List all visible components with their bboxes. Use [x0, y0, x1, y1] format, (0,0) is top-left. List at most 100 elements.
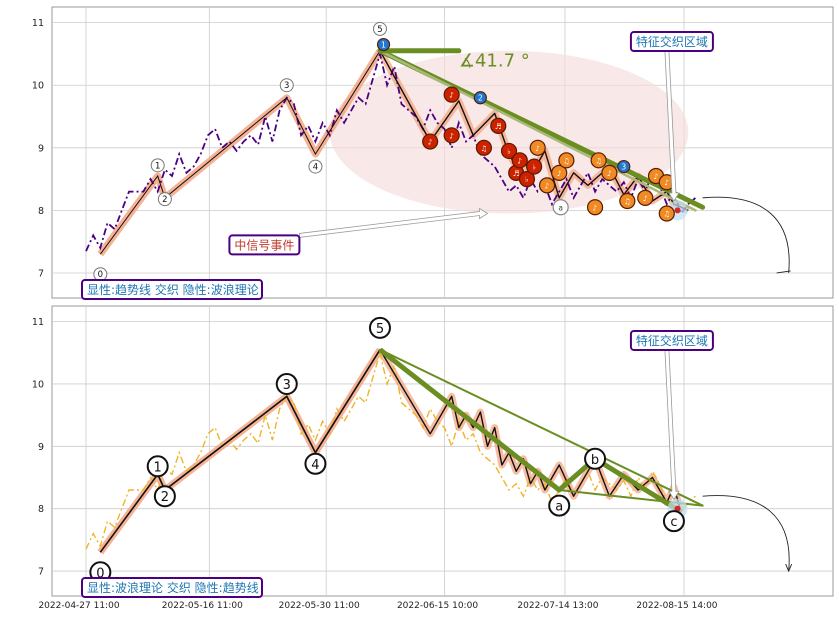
y-tick-label: 7 [38, 268, 44, 279]
annotation-text: 特征交织区域 [636, 34, 708, 49]
x-tick-label: 2022-04-27 11:00 [38, 601, 119, 611]
annotation-box [629, 329, 714, 351]
wave-label-circle [304, 452, 327, 475]
trendline [378, 348, 704, 507]
event-marker [617, 159, 631, 174]
event-marker [586, 199, 604, 216]
annotation-box [228, 234, 301, 256]
y-tick-label: 7 [38, 567, 44, 578]
event-marker [518, 170, 536, 188]
wave-label-circle [662, 510, 685, 533]
event-marker-label: ♬ [513, 169, 520, 178]
event-marker-label: ♪ [449, 131, 454, 140]
y-tick-label: 10 [32, 379, 44, 390]
wave-label: 4 [313, 163, 318, 173]
event-marker [475, 139, 493, 156]
y-tick-label: 8 [38, 504, 44, 515]
wave-label: 1 [155, 161, 160, 171]
wave-label-circle [153, 485, 176, 508]
event-marker [473, 91, 487, 105]
trendline [378, 49, 697, 212]
event-marker-label: ♪ [449, 91, 454, 100]
event-marker-label: ♪ [428, 138, 433, 147]
x-tick-label: 2022-05-16 11:00 [162, 601, 243, 611]
price-series-line [85, 352, 696, 550]
x-tick-label: 2022-08-15 14:00 [636, 601, 717, 611]
event-marker [529, 139, 546, 156]
event-marker [526, 158, 543, 175]
event-marker [500, 142, 518, 160]
event-marker-label: ♭ [532, 163, 536, 172]
event-marker-label: 2 [478, 94, 483, 103]
event-marker-label: ♭ [507, 147, 511, 156]
trend-angle-label: ∡41.7 ° [459, 50, 530, 71]
event-marker-label: ♫ [663, 210, 670, 219]
wave-line [99, 50, 381, 255]
event-marker-label: ♪ [643, 194, 648, 203]
wave-line [99, 349, 381, 553]
price-series-line [85, 53, 696, 252]
y-tick-label: 9 [38, 442, 44, 453]
event-marker [658, 205, 675, 222]
event-marker-label: ♪ [517, 156, 522, 165]
event-marker [551, 164, 568, 181]
event-marker-label: a [558, 203, 563, 212]
event-marker [538, 177, 556, 194]
y-tick-label: 8 [38, 206, 44, 217]
plot-frame [51, 305, 834, 597]
event-marker [552, 199, 569, 216]
event-marker-label: ♪ [607, 169, 612, 178]
event-marker-label: ♫ [595, 156, 602, 165]
event-marker-label: 1 [381, 41, 386, 50]
wave-label-circle [275, 372, 298, 395]
legend-text: 显性:趋势线 交织 隐性:波浪理论 [87, 282, 259, 297]
annotation-arrow [299, 207, 489, 238]
event-marker [601, 164, 618, 181]
event-marker-label: ♬ [495, 122, 502, 131]
wave-label: 3 [284, 81, 289, 91]
wave-label-circle [372, 21, 387, 36]
legend-box [81, 577, 263, 598]
wave-label: 1 [154, 460, 162, 475]
forecast-arrow-head [785, 563, 793, 573]
wave-label: c [670, 515, 677, 530]
wave-label-circle [308, 159, 323, 174]
abc-correction-line [378, 347, 683, 514]
annotation-box [629, 31, 714, 53]
wave-label-circle [146, 455, 169, 478]
terminal-point [674, 207, 681, 214]
event-marker-label: ♫ [481, 144, 488, 153]
terminal-point [674, 505, 681, 512]
wave-label-circle [584, 447, 607, 470]
legend-box [81, 279, 263, 300]
wave-label: 2 [162, 195, 167, 205]
wave-label-circle [157, 192, 172, 207]
event-marker [511, 152, 528, 169]
wave-label-circle [150, 158, 165, 173]
event-marker-label: ♫ [624, 197, 631, 206]
event-marker [490, 117, 507, 135]
wave-label: 0 [96, 566, 104, 581]
event-marker [590, 152, 607, 169]
event-marker [619, 192, 636, 210]
event-marker [443, 127, 460, 144]
event-marker-label: ♪ [545, 181, 550, 190]
wave-label: 0 [98, 270, 103, 280]
wave-label-circle [368, 316, 391, 339]
event-marker-label: ♭ [525, 175, 529, 184]
event-marker-label: 3 [621, 163, 626, 172]
forecast-arrow-head [776, 270, 791, 274]
event-marker-label: ♪ [664, 178, 669, 187]
forecast-curve-arrow [702, 495, 790, 572]
wave-label: 2 [161, 490, 169, 505]
event-marker [558, 152, 575, 169]
annotation-text: 特征交织区域 [636, 333, 708, 348]
x-tick-label: 2022-05-30 11:00 [279, 601, 360, 611]
y-tick-label: 10 [32, 81, 44, 92]
wave-label: 5 [377, 25, 382, 35]
wave-label: 5 [376, 322, 384, 337]
wave-label: b [591, 453, 599, 468]
